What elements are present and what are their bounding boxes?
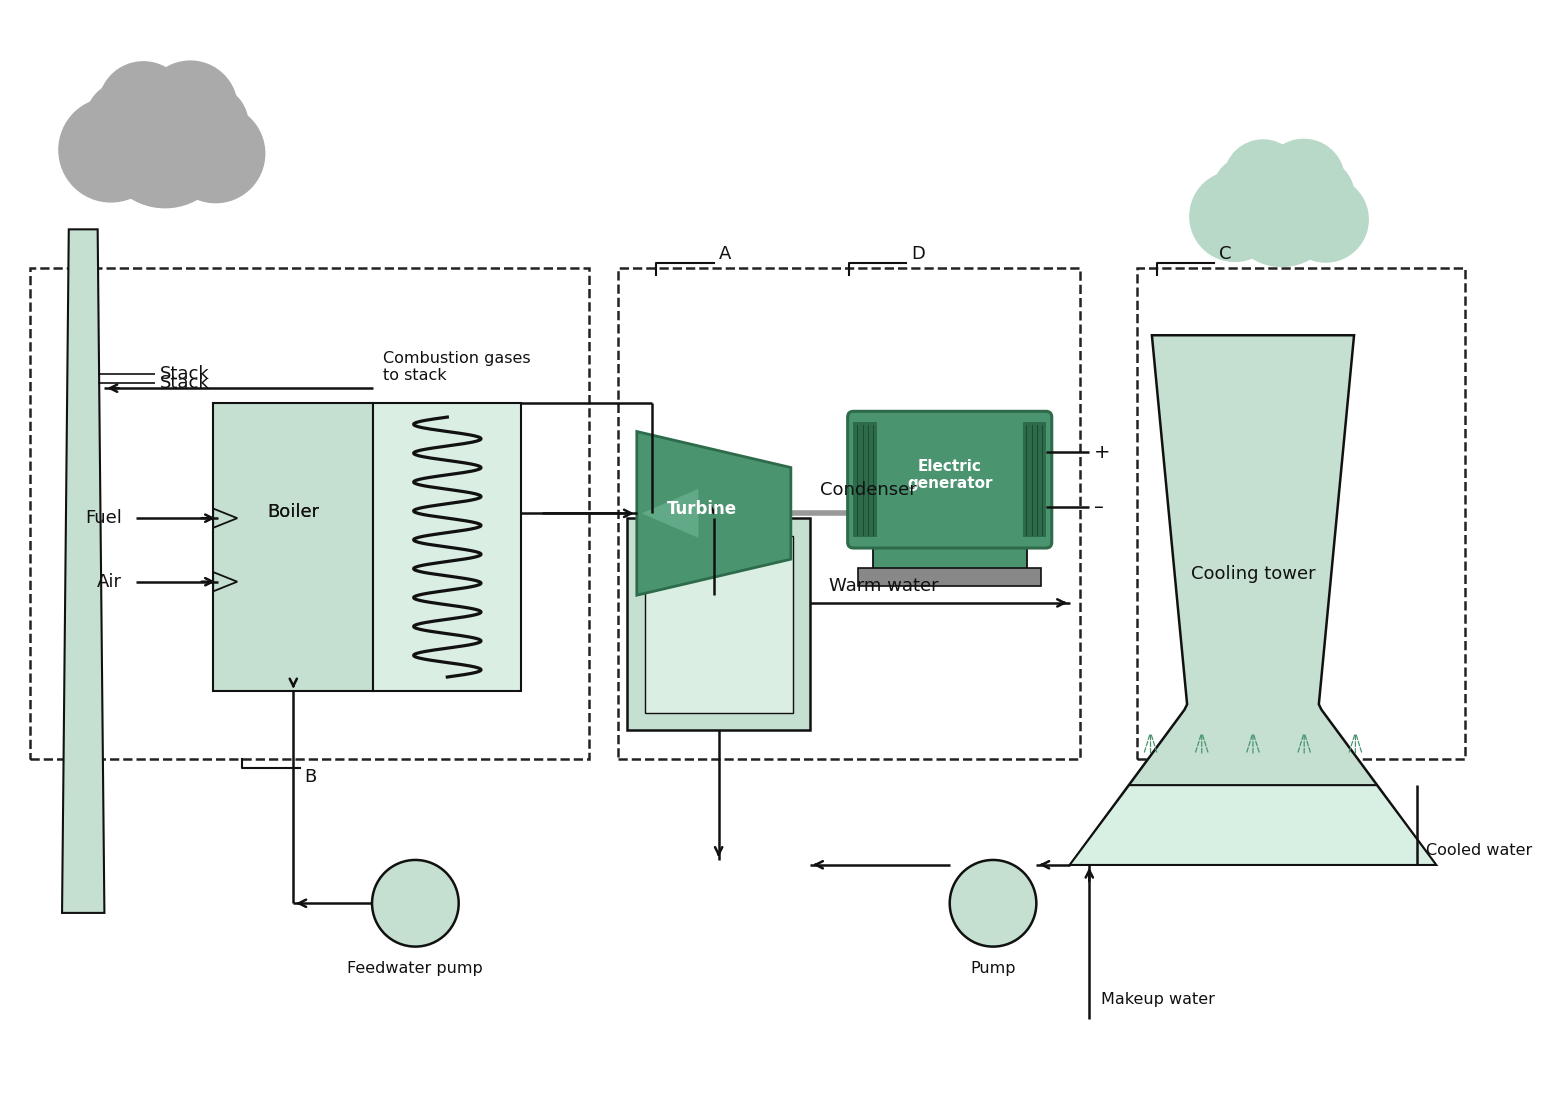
Text: Air: Air xyxy=(97,573,122,590)
Circle shape xyxy=(143,61,237,155)
Text: Fuel: Fuel xyxy=(85,509,122,528)
Circle shape xyxy=(117,72,221,177)
Text: Feedwater pump: Feedwater pump xyxy=(347,961,483,976)
Text: Condenser: Condenser xyxy=(820,480,916,499)
Circle shape xyxy=(100,78,230,207)
Text: Cooling tower: Cooling tower xyxy=(1190,565,1315,583)
Circle shape xyxy=(167,104,265,203)
Polygon shape xyxy=(641,489,699,538)
Text: Pump: Pump xyxy=(970,961,1016,976)
Text: +: + xyxy=(1095,442,1110,462)
Bar xyxy=(628,518,810,730)
Bar xyxy=(213,403,373,691)
Circle shape xyxy=(86,81,165,161)
Text: Stack: Stack xyxy=(160,374,210,393)
Bar xyxy=(31,268,589,759)
Text: Boiler: Boiler xyxy=(267,504,319,521)
Polygon shape xyxy=(1070,785,1436,864)
Bar xyxy=(853,422,876,538)
Circle shape xyxy=(1283,177,1368,262)
Bar xyxy=(645,535,793,713)
Text: A: A xyxy=(719,245,731,263)
Circle shape xyxy=(99,61,188,151)
Text: Combustion gases
to stack: Combustion gases to stack xyxy=(382,351,530,383)
Circle shape xyxy=(372,860,458,947)
Polygon shape xyxy=(1070,336,1436,864)
FancyBboxPatch shape xyxy=(848,411,1052,548)
Text: Makeup water: Makeup water xyxy=(1101,992,1215,1007)
Text: B: B xyxy=(305,769,318,787)
Text: Electric
generator: Electric generator xyxy=(907,459,993,491)
Bar xyxy=(1138,268,1465,759)
Text: Boiler: Boiler xyxy=(267,504,319,521)
Bar xyxy=(873,541,1027,572)
Circle shape xyxy=(1263,139,1345,220)
Polygon shape xyxy=(62,229,105,913)
Circle shape xyxy=(1214,157,1281,226)
Circle shape xyxy=(1240,149,1331,239)
Polygon shape xyxy=(637,431,791,596)
Text: Warm water: Warm water xyxy=(830,577,939,596)
Circle shape xyxy=(1224,140,1301,217)
Circle shape xyxy=(1226,154,1338,267)
Text: Cooled water: Cooled water xyxy=(1426,842,1533,858)
Bar xyxy=(373,403,521,691)
Circle shape xyxy=(59,98,163,202)
Circle shape xyxy=(1190,171,1280,261)
Circle shape xyxy=(950,860,1036,947)
Bar xyxy=(859,568,1041,586)
Circle shape xyxy=(1284,160,1354,229)
Text: Stack: Stack xyxy=(160,365,210,383)
Bar xyxy=(617,268,1079,759)
Text: D: D xyxy=(911,245,925,263)
Bar xyxy=(1022,422,1045,538)
Text: –: – xyxy=(1095,498,1104,517)
Text: Turbine: Turbine xyxy=(666,499,737,518)
Circle shape xyxy=(168,84,248,165)
Text: C: C xyxy=(1220,245,1232,263)
